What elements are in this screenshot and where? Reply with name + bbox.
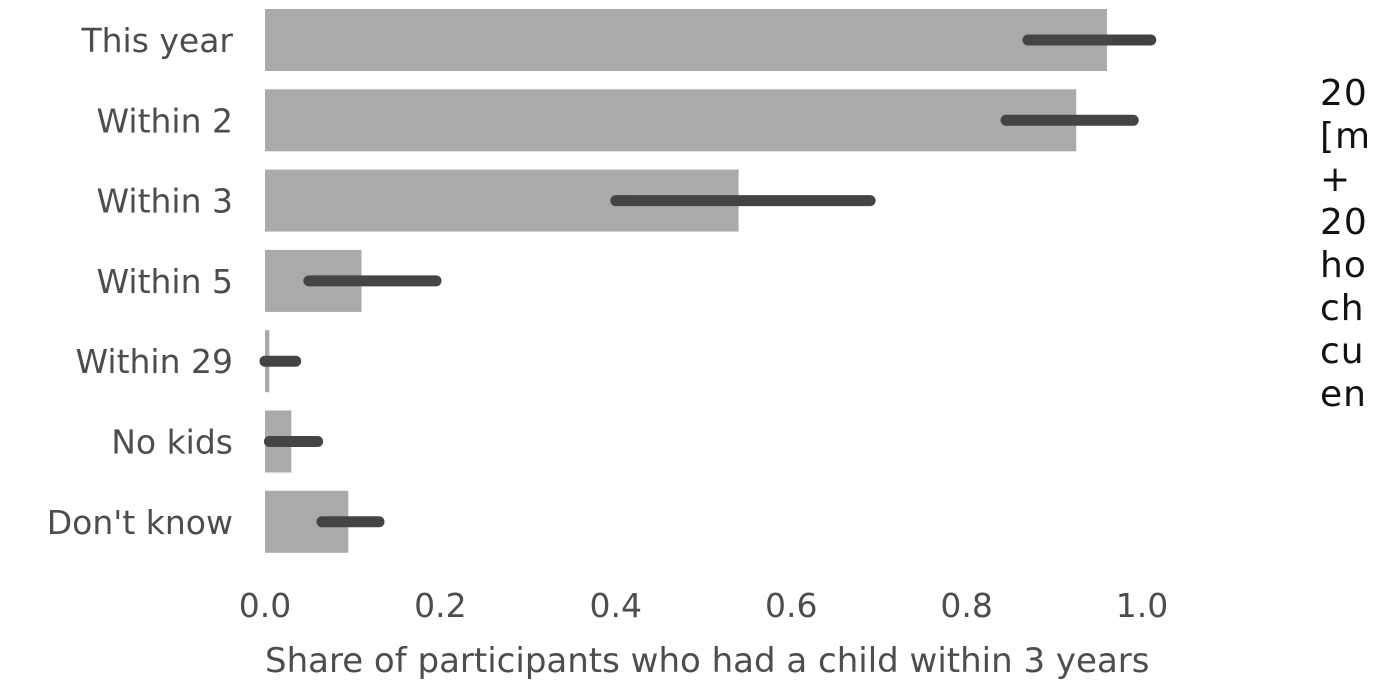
side-text-line: ch [1320,288,1365,329]
error-bars-group [259,34,1157,528]
y-tick-label: This year [80,21,233,60]
x-tick-label: 0.6 [765,586,817,625]
x-tick-label: 0.8 [940,586,992,625]
y-tick-label: No kids [111,423,233,462]
side-text-line: en [1320,374,1367,415]
bar [265,9,1107,71]
bar [265,89,1077,152]
x-axis-label: Share of participants who had a child wi… [265,641,1149,681]
y-tick-label: Within 5 [97,262,234,301]
y-tick-labels: This year Within 2 Within 3 Within 5 Within … [47,21,234,542]
x-tick-label: 1.0 [1116,586,1168,625]
side-text-line: 20 [1320,202,1368,243]
y-tick-label: Within 3 [97,182,234,221]
side-annotation-text: 20 [m +20 ho ch cu en [1320,72,1371,416]
bars-group [265,9,1107,553]
x-tick-labels: 0.0 0.2 0.4 0.6 0.8 1.0 [239,586,1168,625]
x-tick-label: 0.4 [590,586,642,625]
y-tick-label: Don't know [47,503,233,542]
side-text-line: cu [1320,331,1365,372]
side-text-line: ho [1320,245,1367,286]
y-tick-label: Within 29 [76,342,234,381]
side-text-line: 20 [1320,73,1368,114]
x-tick-label: 0.2 [414,586,466,625]
side-text-line: + [1320,159,1352,200]
side-text-line: [m [1320,116,1372,157]
x-tick-label: 0.0 [239,586,291,625]
y-tick-label: Within 2 [97,101,234,140]
